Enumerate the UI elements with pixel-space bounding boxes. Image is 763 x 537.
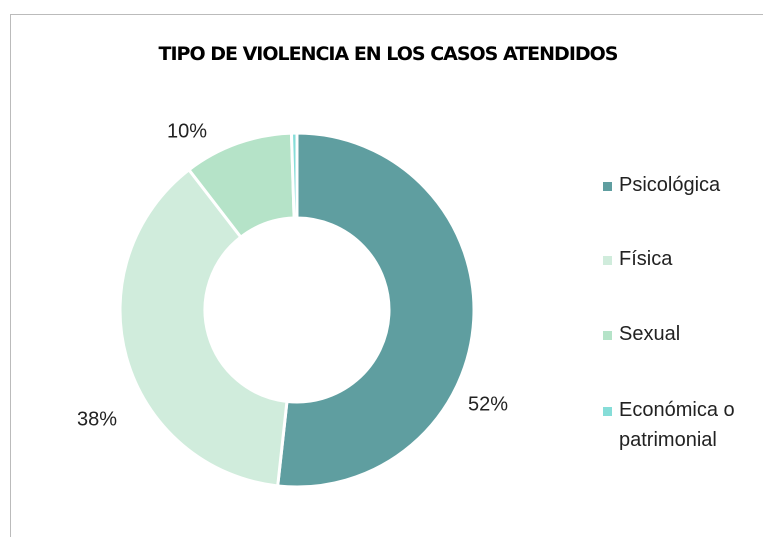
legend-label: Física xyxy=(619,248,673,270)
donut-slice xyxy=(276,131,476,489)
legend-item: Psicológica xyxy=(603,174,754,200)
data-label: 38% xyxy=(77,408,117,430)
donut-slice xyxy=(118,167,289,488)
legend-item: Económica o patrimonial xyxy=(603,399,754,455)
legend-item: Sexual xyxy=(603,323,754,349)
data-label: 10% xyxy=(167,120,207,142)
legend-label: Económica o patrimonial xyxy=(619,399,735,451)
chart-title: TIPO DE VIOLENCIA EN LOS CASOS ATENDIDOS xyxy=(158,43,617,65)
donut-slice xyxy=(289,131,299,220)
legend-label: Psicológica xyxy=(619,174,721,196)
legend-swatch xyxy=(603,182,612,191)
chart-border xyxy=(10,14,763,537)
legend-swatch xyxy=(603,407,612,416)
legend-item: Física xyxy=(603,248,754,274)
legend-swatch xyxy=(603,331,612,340)
data-label: 52% xyxy=(468,393,508,415)
legend-swatch xyxy=(603,256,612,265)
legend-label: Sexual xyxy=(619,323,681,345)
